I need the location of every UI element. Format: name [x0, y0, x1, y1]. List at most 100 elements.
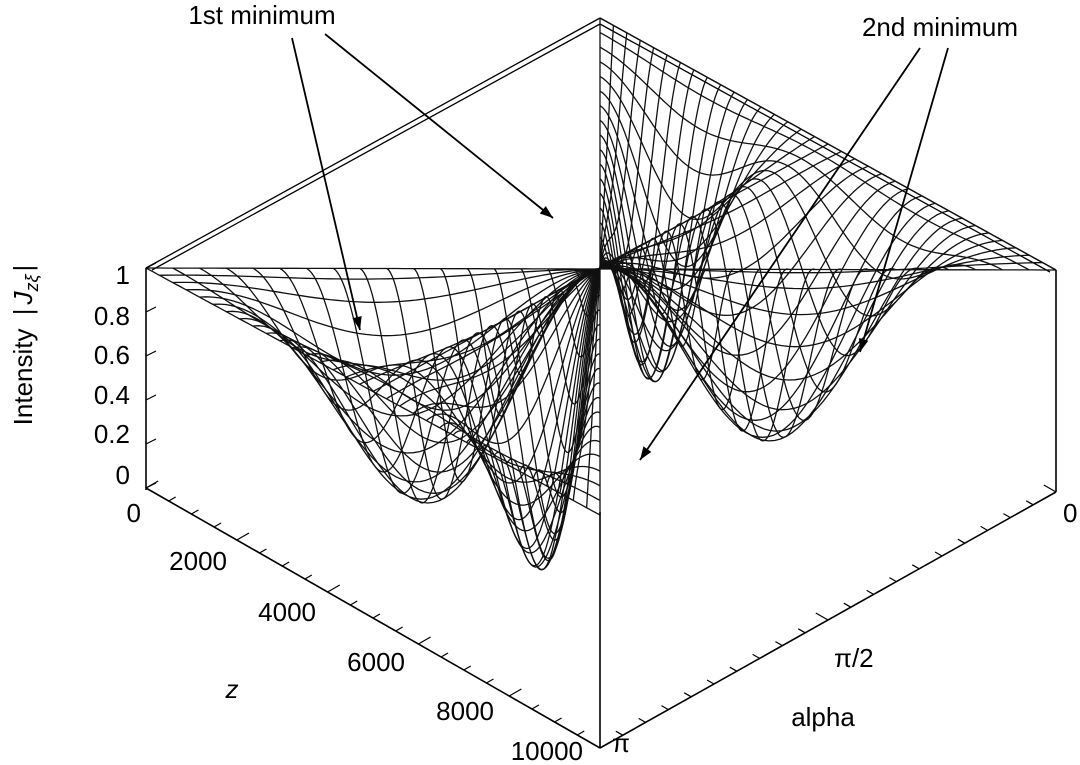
- z-tick: [531, 704, 540, 710]
- mesh-line-z: [599, 46, 1003, 271]
- intensity-axis-title: Intensity |Jzξ|: [8, 265, 42, 426]
- intensity-axis-title-subscript: zξ: [22, 273, 42, 292]
- alpha-tick-labels: 0 π/2 π: [612, 498, 1077, 758]
- z-tick-label: 2000: [169, 546, 227, 576]
- alpha-tick-label: 0: [1063, 498, 1077, 528]
- z-tick: [577, 730, 585, 736]
- z-tick: [440, 652, 449, 658]
- intensity-tick: [145, 438, 157, 445]
- alpha-tick: [843, 602, 852, 608]
- z-tick: [168, 496, 176, 502]
- z-tick: [236, 532, 250, 541]
- alpha-tick-label: π: [612, 728, 630, 758]
- annotation-2nd-minimum: 2nd minimum: [862, 12, 1018, 42]
- alpha-tick: [889, 577, 897, 583]
- z-tick: [281, 561, 290, 567]
- mesh-line-z: [599, 75, 950, 317]
- z-tick-label: 6000: [347, 647, 405, 677]
- annotation-1st-minimum: 1st minimum: [188, 0, 335, 30]
- alpha-tick: [911, 564, 920, 570]
- intensity-tick-label: 1: [116, 260, 130, 290]
- mesh-line-z: [599, 90, 923, 357]
- alpha-tick: [587, 740, 601, 749]
- mesh-line-z: [599, 134, 843, 439]
- z-tick: [213, 522, 222, 528]
- z-tick-labels: 0 2000 4000 6000 8000 10000: [127, 498, 583, 765]
- surface-mesh: [145, 17, 1057, 571]
- z-tick: [304, 574, 313, 580]
- annotation-arrowhead: [539, 206, 553, 218]
- annotation-arrow: [291, 37, 361, 331]
- alpha-tick: [706, 679, 715, 685]
- alpha-tick: [638, 717, 646, 723]
- mesh-line-z: [599, 105, 896, 393]
- annotation-arrowhead: [352, 316, 362, 330]
- z-tick-label: 10000: [511, 736, 583, 765]
- intensity-tick-labels: 1 0.8 0.6 0.4 0.2 0: [94, 260, 130, 490]
- mesh-line-z: [599, 32, 1030, 271]
- intensity-tick: [145, 262, 157, 269]
- z-tick: [463, 665, 472, 671]
- alpha-tick: [980, 525, 988, 531]
- axis-ticks: [145, 262, 1057, 749]
- z-tick-label: 8000: [436, 696, 494, 726]
- mesh-line-z: [599, 61, 976, 280]
- z-tick-label: 4000: [258, 597, 316, 627]
- mesh-line-z: [599, 17, 1057, 271]
- z-tick: [599, 740, 613, 749]
- intensity-tick: [145, 306, 157, 313]
- mesh-line-z: [599, 119, 869, 422]
- z-tick: [145, 480, 159, 489]
- mesh-line-z: [333, 267, 601, 568]
- box-edge: [151, 23, 601, 271]
- intensity-tick-label: 0: [116, 460, 130, 490]
- alpha-tick: [866, 589, 874, 595]
- z-tick-label: 0: [127, 498, 141, 528]
- annotation-arrow: [859, 47, 949, 353]
- z-tick: [395, 626, 403, 632]
- intensity-tick-label: 0.6: [94, 340, 130, 370]
- z-tick: [486, 678, 494, 684]
- alpha-axis-title: alpha: [791, 702, 855, 732]
- z-tick: [418, 636, 431, 645]
- intensity-tick: [145, 394, 157, 401]
- z-tick: [191, 509, 199, 515]
- intensity-tick-label: 0.8: [94, 301, 130, 331]
- intensity-tick-label: 0.4: [94, 380, 130, 410]
- annotation-arrowhead: [859, 338, 869, 352]
- z-tick: [350, 600, 358, 606]
- z-tick: [508, 688, 522, 697]
- z-tick: [372, 613, 381, 619]
- intensity-tick: [145, 350, 157, 357]
- alpha-tick: [683, 692, 692, 698]
- mesh-line-alpha: [279, 195, 923, 494]
- alpha-tick: [752, 653, 760, 659]
- alpha-tick: [775, 641, 783, 647]
- z-axis-title: z: [225, 674, 239, 704]
- intensity-axis-title-prefix: Intensity: [8, 328, 38, 425]
- alpha-tick: [1003, 513, 1011, 519]
- alpha-tick: [1043, 484, 1057, 493]
- alpha-tick: [815, 612, 829, 621]
- mesh-line-z: [599, 163, 789, 432]
- z-tick: [327, 584, 341, 593]
- alpha-tick: [729, 666, 738, 672]
- box-edge: [145, 17, 601, 269]
- annotation-arrowhead: [640, 446, 652, 460]
- alpha-tick: [1025, 500, 1034, 506]
- annotation-arrow: [324, 33, 554, 219]
- alpha-tick: [797, 628, 806, 634]
- annotation-arrows: [291, 33, 949, 461]
- alpha-tick-label: π/2: [834, 643, 874, 673]
- alpha-tick: [661, 705, 669, 711]
- z-tick: [554, 717, 562, 723]
- intensity-axis-title-symbol: J: [8, 290, 38, 305]
- alpha-tick: [615, 730, 624, 736]
- annotation-arrow: [639, 47, 921, 461]
- alpha-tick: [957, 538, 966, 544]
- alpha-tick: [934, 551, 943, 557]
- z-tick: [259, 548, 267, 554]
- mesh-line-z: [599, 149, 816, 442]
- svg-text:Intensity |Jzξ|: Intensity |Jzξ|: [8, 265, 42, 426]
